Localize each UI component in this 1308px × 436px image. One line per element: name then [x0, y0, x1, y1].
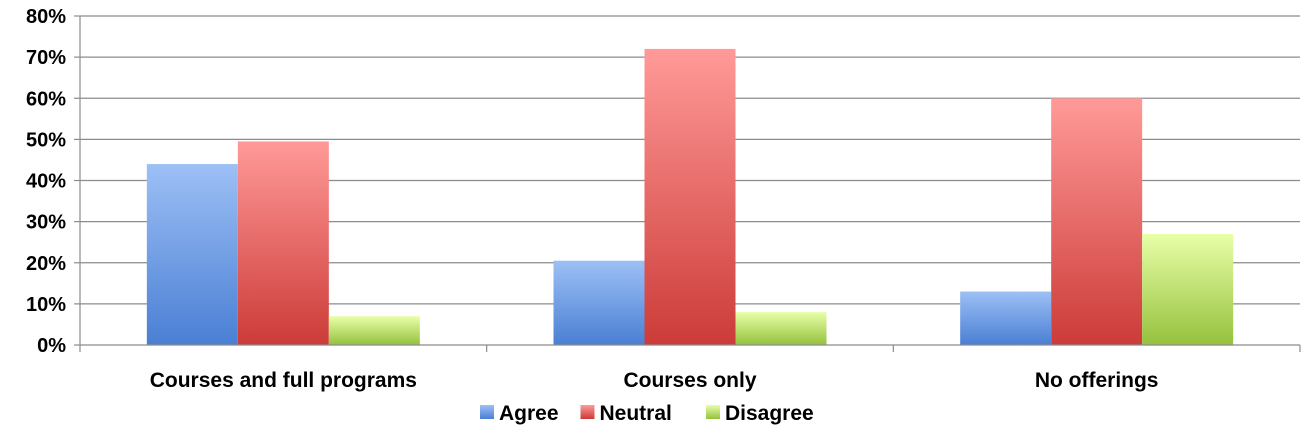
x-category-label: Courses and full programs: [150, 369, 417, 392]
legend-swatch-neutral: [580, 405, 595, 419]
y-tick-label: 50%: [26, 129, 66, 151]
y-tick-label: 40%: [26, 171, 66, 193]
y-tick-label: 0%: [37, 335, 66, 357]
y-tick-label: 80%: [26, 6, 66, 28]
legend-label-disagree: Disagree: [725, 402, 814, 425]
bar-disagree-2: [1142, 233, 1234, 345]
bar-disagree-0: [328, 316, 420, 345]
y-tick-label: 60%: [26, 88, 66, 110]
bars: [146, 48, 1234, 346]
legend-swatch-agree: [480, 405, 494, 419]
y-axis: 0% 10% 20% 30% 40% 50% 60% 70% 80%: [26, 6, 81, 357]
y-tick-label: 20%: [26, 253, 66, 275]
x-category-label: Courses only: [623, 369, 756, 392]
legend-swatch-disagree: [706, 405, 720, 419]
bar-agree-2: [960, 291, 1052, 345]
y-tick-label: 10%: [26, 294, 66, 316]
bar-disagree-1: [735, 312, 827, 345]
x-category-label: No offerings: [1035, 369, 1159, 392]
y-tick-label: 70%: [26, 47, 66, 69]
bar-agree-0: [146, 164, 238, 345]
bar-neutral-2: [1051, 98, 1143, 345]
bar-neutral-1: [644, 48, 736, 346]
bar-agree-1: [553, 260, 645, 345]
legend-label-neutral: Neutral: [600, 402, 672, 425]
x-axis: Courses and full programs Courses only No …: [79, 344, 1301, 392]
legend: Agree Neutral Disagree: [480, 402, 814, 425]
y-tick-label: 30%: [26, 212, 66, 234]
legend-label-agree: Agree: [499, 402, 559, 425]
bar-neutral-0: [237, 141, 329, 345]
